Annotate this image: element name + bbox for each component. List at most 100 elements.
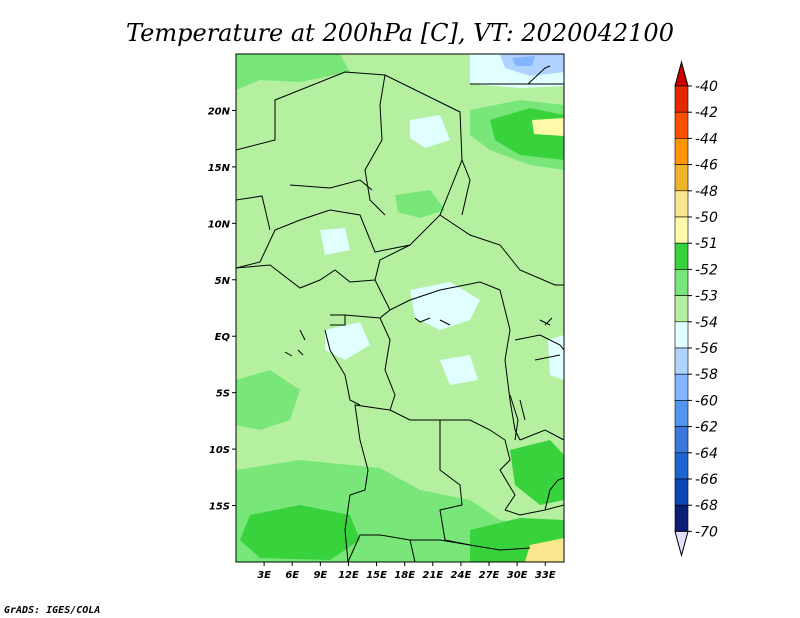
border-line	[534, 354, 561, 361]
border-line	[330, 314, 346, 326]
colorbar-label: -66	[695, 472, 718, 488]
longitude-axis: 3E 6E 9E 12E 15E 18E 21E 24E 27E 30E 33E	[257, 562, 556, 581]
border-line	[527, 65, 551, 85]
field-region	[548, 335, 564, 380]
lon-tick-label: 21E	[422, 570, 443, 581]
border-line	[519, 429, 564, 441]
colorbar-label: -62	[695, 420, 718, 436]
border-line	[514, 334, 564, 351]
colorbar-swatch	[674, 138, 689, 165]
border-line	[236, 195, 271, 231]
lon-tick-label: 18E	[394, 570, 415, 581]
field-region	[325, 322, 370, 360]
border-line	[504, 504, 564, 516]
field-region	[410, 115, 450, 148]
border-line	[347, 534, 440, 562]
colorbar-label: -52	[695, 262, 718, 278]
temperature-fields	[236, 54, 564, 562]
latitude-axis: 20N 15N 10N 5N EQ 5S 10S 15S	[208, 106, 236, 513]
colorbar-label: -46	[695, 158, 718, 174]
field-region	[236, 370, 300, 430]
border-line	[439, 539, 531, 551]
field-region	[240, 505, 360, 560]
field-region	[236, 54, 350, 90]
border-line	[236, 264, 376, 289]
colorbar-top-triangle	[674, 60, 689, 87]
colorbar-swatch	[674, 111, 689, 139]
border-line	[409, 539, 416, 562]
colorbar-label: -44	[695, 131, 718, 147]
border-line	[539, 317, 553, 326]
lon-tick-label: 33E	[535, 570, 556, 581]
colorbar-swatch	[674, 504, 689, 532]
lat-tick-label: 10N	[208, 219, 231, 230]
border-line	[379, 317, 396, 411]
map-frame	[235, 53, 565, 563]
lon-tick-label: 15E	[366, 570, 387, 581]
lon-tick-label: 6E	[285, 570, 299, 581]
colorbar-swatch	[674, 426, 689, 454]
border-line	[364, 74, 386, 216]
border-line	[544, 477, 564, 511]
colorbar-label: -68	[695, 498, 718, 514]
lat-tick-label: 15S	[209, 502, 230, 513]
colorbar-swatch	[674, 347, 689, 375]
colorbar-swatch	[674, 269, 689, 296]
colorbar-swatch	[674, 190, 689, 218]
colorbar-swatch	[674, 242, 689, 270]
colorbar-swatch	[674, 400, 689, 427]
border-line	[389, 409, 471, 546]
lon-tick-label: 30E	[507, 570, 528, 581]
colorbar-label: -48	[695, 184, 718, 200]
colorbar-label: -40	[695, 79, 718, 95]
border-line	[284, 329, 306, 357]
colorbar-label: -58	[695, 367, 718, 383]
colorbar-swatch	[674, 85, 689, 113]
border-line	[289, 179, 373, 191]
colorbar-swatch	[674, 164, 689, 192]
lon-tick-label: 3E	[257, 570, 271, 581]
colorbar-swatch	[674, 452, 689, 480]
lat-tick-label: 10S	[209, 445, 230, 456]
lon-tick-label: 9E	[313, 570, 327, 581]
lon-tick-label: 27E	[479, 570, 500, 581]
colorbar-swatch	[674, 373, 689, 401]
colorbar: -40 -42 -44 -46 -48 -50 -51 -52 -53 -54 -56 -58 -60 -…	[674, 60, 718, 558]
lat-tick-label: 5S	[216, 389, 230, 400]
border-line	[414, 317, 451, 326]
colorbar-label: -53	[695, 289, 718, 305]
lon-tick-label: 24E	[451, 570, 472, 581]
colorbar-label: -54	[695, 315, 718, 331]
field-region	[320, 228, 350, 255]
colorbar-label: -64	[695, 446, 718, 462]
colorbar-swatch	[674, 295, 689, 323]
map-plot-area: 20N 15N 10N 5N EQ 5S 10S 15S 3E 6E 9E 12E 15E 18E 21E…	[208, 53, 565, 581]
field-region	[440, 355, 478, 385]
colorbar-label: -51	[695, 236, 718, 252]
field-region	[525, 538, 564, 562]
lat-tick-label: 15N	[208, 163, 231, 174]
colorbar-label: -70	[695, 524, 718, 540]
field-region	[395, 190, 445, 218]
field-region	[512, 56, 535, 66]
colorbar-swatch	[674, 321, 689, 349]
lat-tick-label: EQ	[215, 332, 231, 343]
border-line	[439, 214, 564, 286]
figure-title: Temperature at 200hPa [C], VT: 202004210…	[126, 19, 674, 47]
colorbar-label: -60	[695, 393, 718, 409]
lat-tick-label: 20N	[208, 106, 231, 117]
field-region	[532, 118, 564, 136]
border-line	[461, 159, 471, 216]
border-line	[440, 419, 516, 511]
border-line	[374, 244, 501, 311]
country-borders	[236, 65, 564, 562]
grads-credit: GrADS: IGES/COLA	[4, 605, 100, 616]
border-line	[344, 404, 391, 562]
lat-tick-label: 5N	[215, 276, 231, 287]
lon-tick-label: 12E	[338, 570, 359, 581]
colorbar-swatch	[674, 216, 689, 244]
colorbar-label: -42	[695, 105, 718, 121]
colorbar-swatch	[674, 478, 689, 506]
colorbar-label: -56	[695, 341, 718, 357]
